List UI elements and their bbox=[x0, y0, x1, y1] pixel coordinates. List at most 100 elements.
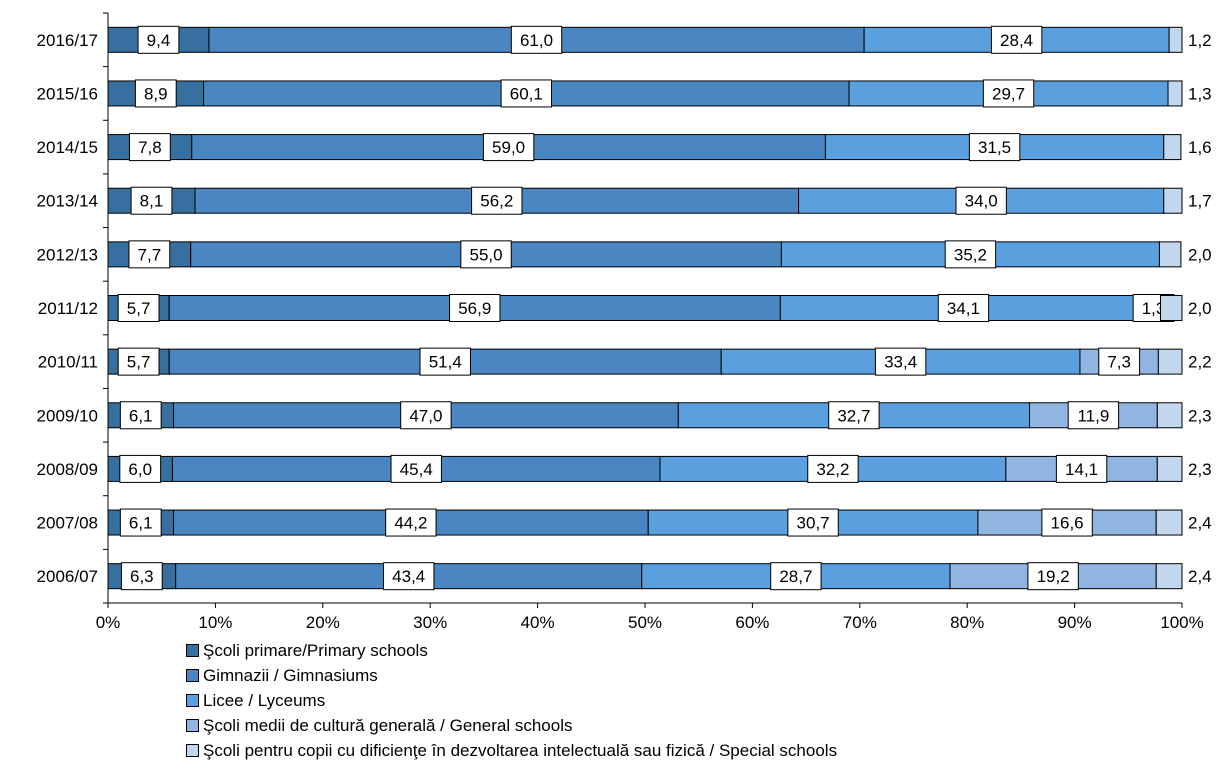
x-tick-label: 40% bbox=[521, 613, 555, 632]
legend-label: Gimnazii / Gimnasiums bbox=[203, 665, 378, 685]
bar-segment bbox=[1157, 348, 1183, 375]
data-label: 29,7 bbox=[992, 84, 1025, 103]
legend-item: Licee / Lyceums bbox=[186, 688, 837, 713]
data-label: 7,7 bbox=[138, 245, 162, 264]
stacked-bar-chart: 0% 10% 20% 30% 40% 50% 60% 70% 80% 90% 100% 2016/17… bbox=[37, 12, 1212, 632]
data-label-box bbox=[449, 294, 501, 322]
data-label: 7,3 bbox=[1107, 353, 1131, 372]
legend-swatch bbox=[186, 744, 199, 757]
category-label: 2016/17 bbox=[37, 31, 98, 50]
data-label: 1,3 bbox=[1188, 84, 1212, 103]
category-label: 2010/11 bbox=[38, 353, 98, 372]
data-label: 28,7 bbox=[779, 567, 812, 586]
category-label: 2011/12 bbox=[38, 299, 98, 318]
data-label: 47,0 bbox=[409, 406, 442, 425]
data-label: 7,8 bbox=[138, 138, 162, 157]
data-label: 6,1 bbox=[129, 514, 153, 533]
data-label: 19,2 bbox=[1037, 567, 1070, 586]
data-label-box bbox=[128, 240, 171, 269]
data-label-box bbox=[137, 25, 180, 54]
legend-label: Şcoli medii de cultură generală / Genera… bbox=[203, 715, 573, 735]
data-label-box bbox=[128, 133, 171, 162]
data-label-box bbox=[117, 347, 160, 376]
data-label: 59,0 bbox=[492, 138, 525, 157]
data-label: 1,6 bbox=[1188, 138, 1212, 157]
x-tick-label: 70% bbox=[843, 613, 877, 632]
legend-item: Şcoli medii de cultură generală / Genera… bbox=[186, 713, 837, 738]
data-label-box bbox=[419, 347, 471, 376]
data-label: 2,0 bbox=[1188, 245, 1212, 264]
data-label-box bbox=[1098, 347, 1141, 376]
data-label: 30,7 bbox=[797, 514, 830, 533]
data-label-box bbox=[990, 25, 1043, 54]
data-label: 56,2 bbox=[480, 192, 513, 211]
data-label: 43,4 bbox=[392, 567, 425, 586]
data-label-box bbox=[944, 240, 997, 269]
x-tick-label: 20% bbox=[306, 613, 340, 632]
data-label: 11,9 bbox=[1077, 406, 1109, 425]
category-label: 2013/14 bbox=[37, 192, 98, 211]
category-label: 2009/10 bbox=[37, 406, 98, 425]
data-label-box bbox=[460, 240, 512, 269]
data-label: 1,2 bbox=[1188, 31, 1212, 50]
data-label: 33,4 bbox=[884, 353, 917, 372]
data-label-box bbox=[482, 133, 535, 162]
data-label: 5,7 bbox=[127, 353, 151, 372]
data-label: 1,7 bbox=[1188, 192, 1212, 211]
data-label-box bbox=[1027, 562, 1079, 591]
data-label-box bbox=[828, 401, 880, 430]
legend-item: Şcoli primare/Primary schools bbox=[186, 638, 837, 663]
data-label: 5,7 bbox=[127, 299, 151, 318]
category-label: 2014/15 bbox=[37, 138, 98, 157]
category-label: 2012/13 bbox=[37, 245, 98, 264]
data-label-box bbox=[770, 562, 822, 591]
bar-segment bbox=[1163, 187, 1183, 214]
legend-item: Şcoli pentru copii cu dificienţe în dezv… bbox=[186, 738, 837, 763]
data-label: 6,3 bbox=[130, 567, 154, 586]
bar-segment bbox=[1155, 563, 1183, 590]
data-label-box bbox=[510, 25, 563, 54]
legend-label: Licee / Lyceums bbox=[203, 690, 326, 710]
data-label: 2,0 bbox=[1188, 299, 1212, 318]
data-label-box bbox=[400, 401, 452, 430]
data-label-box bbox=[471, 186, 523, 215]
x-tick-label: 0% bbox=[96, 613, 121, 632]
data-label-box bbox=[119, 401, 162, 430]
data-label: 34,1 bbox=[947, 299, 980, 318]
data-label-box bbox=[874, 347, 927, 376]
data-label-box bbox=[1067, 401, 1120, 430]
data-label-box bbox=[119, 454, 162, 483]
data-label: 2,3 bbox=[1188, 406, 1212, 425]
data-label: 55,0 bbox=[470, 245, 503, 264]
legend: Şcoli primare/Primary schools Gimnazii / … bbox=[186, 638, 837, 763]
bar-segment bbox=[1155, 509, 1183, 536]
data-label: 51,4 bbox=[429, 353, 462, 372]
legend-item: Gimnazii / Gimnasiums bbox=[186, 663, 837, 688]
data-label-box bbox=[134, 79, 177, 108]
data-label-box bbox=[807, 454, 859, 483]
x-tick-label: 90% bbox=[1058, 613, 1092, 632]
data-label: 8,1 bbox=[140, 192, 164, 211]
legend-swatch bbox=[186, 719, 199, 732]
legend-swatch bbox=[186, 644, 199, 657]
x-tick-label: 60% bbox=[735, 613, 769, 632]
bar-segment bbox=[1163, 134, 1182, 161]
bar-segment bbox=[1167, 80, 1183, 107]
data-label: 56,9 bbox=[458, 299, 491, 318]
data-label: 32,7 bbox=[837, 406, 870, 425]
data-label: 6,1 bbox=[129, 406, 153, 425]
data-label-box bbox=[117, 294, 160, 322]
bar-segment bbox=[1156, 455, 1183, 482]
data-label: 2,2 bbox=[1188, 353, 1212, 372]
data-label-box bbox=[982, 79, 1035, 108]
data-label: 35,2 bbox=[954, 245, 987, 264]
data-label: 45,4 bbox=[400, 460, 433, 479]
data-label: 60,1 bbox=[510, 84, 543, 103]
data-label-box bbox=[385, 508, 437, 537]
data-label-box bbox=[500, 79, 553, 108]
data-label: 14,1 bbox=[1065, 460, 1098, 479]
bar-segment bbox=[1158, 241, 1182, 268]
data-label-box bbox=[130, 186, 173, 215]
data-label-box bbox=[383, 562, 435, 591]
